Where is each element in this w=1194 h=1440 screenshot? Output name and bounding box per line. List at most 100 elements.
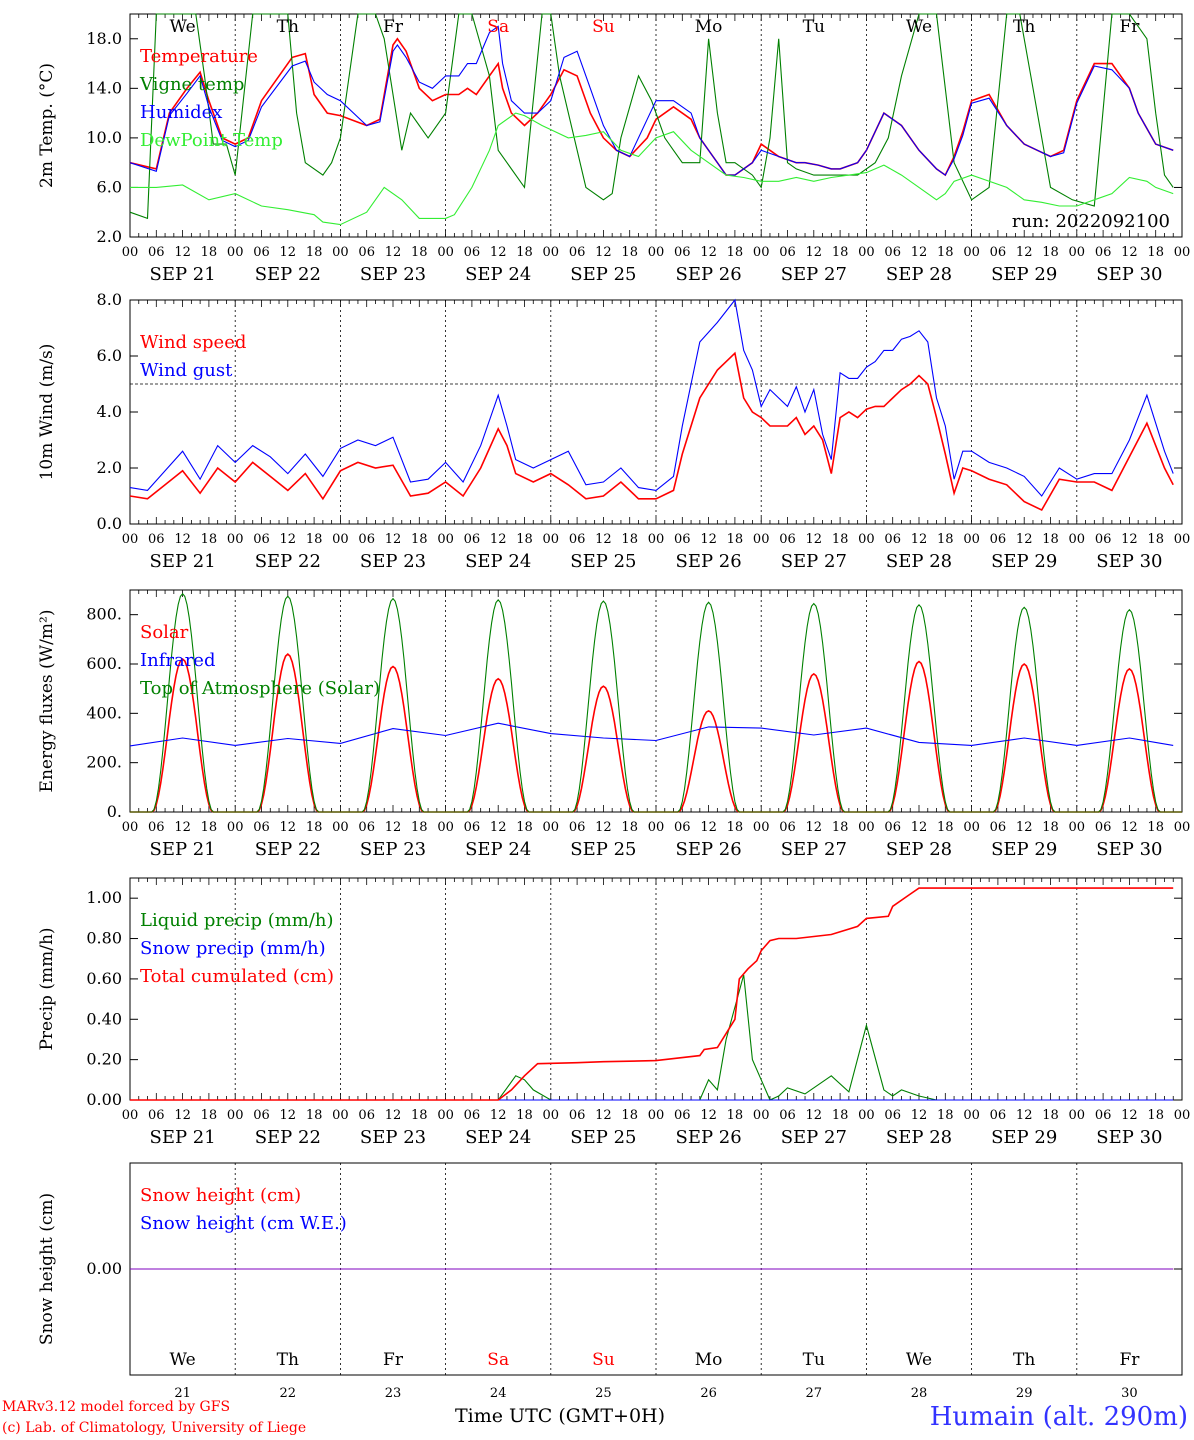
hour-tick-label: 00 (437, 245, 454, 260)
legend-entry: Snow height (cm W.E.) (140, 1213, 347, 1234)
y-axis-label: Snow height (cm) (37, 1193, 57, 1345)
hour-tick-label: 00 (753, 245, 770, 260)
series-line (129, 25, 1174, 176)
weekday-label: Th (277, 17, 299, 37)
hour-tick-label: 12 (1016, 820, 1033, 835)
hour-tick-label: 12 (490, 245, 507, 260)
hour-tick-label: 12 (911, 532, 928, 547)
weekday-label: Fr (383, 17, 404, 37)
date-label: SEP 21 (149, 264, 215, 285)
date-label: SEP 21 (149, 839, 215, 860)
x-axis-label: Time UTC (GMT+0H) (455, 1405, 666, 1427)
series-line (129, 298, 1174, 497)
date-label: SEP 27 (781, 551, 847, 572)
weekday-label: Sa (487, 17, 509, 37)
y-tick-label: 0.60 (86, 969, 122, 988)
hour-tick-label: 06 (884, 1108, 901, 1123)
hour-tick-label: 12 (385, 245, 402, 260)
y-tick-label: 8.0 (97, 290, 122, 309)
hour-tick-label: 06 (148, 820, 165, 835)
hour-tick-label: 18 (937, 1108, 954, 1123)
hour-tick-label: 12 (700, 820, 717, 835)
y-tick-label: 600. (86, 654, 122, 673)
hour-tick-label: 18 (621, 820, 638, 835)
y-tick-label: 18.0 (86, 29, 122, 48)
panel-3: 0. 200. 400. 600. 800. Energy fluxes (W/m²) So… (37, 589, 1190, 860)
date-label: SEP 21 (149, 1127, 215, 1148)
weekday-label: Mo (695, 1350, 723, 1370)
day-number-label: 22 (280, 1386, 297, 1401)
hour-tick-label: 00 (1069, 820, 1086, 835)
weekday-label: Tu (803, 1350, 825, 1370)
hour-tick-label: 18 (516, 1108, 533, 1123)
hour-tick-label: 00 (543, 532, 560, 547)
hour-tick-label: 06 (674, 820, 691, 835)
hour-tick-label: 06 (779, 1108, 796, 1123)
hour-tick-label: 18 (411, 820, 428, 835)
date-label: SEP 30 (1096, 551, 1162, 572)
hour-tick-label: 12 (280, 820, 297, 835)
y-tick-label: 0.40 (86, 1009, 122, 1028)
date-label: SEP 29 (991, 551, 1057, 572)
date-label: SEP 22 (255, 551, 321, 572)
legend-entry: Snow precip (mm/h) (140, 938, 326, 959)
date-label: SEP 27 (781, 839, 847, 860)
legend-entry: Humidex (140, 102, 222, 123)
hour-tick-label: 12 (806, 245, 823, 260)
date-label: SEP 22 (255, 1127, 321, 1148)
hour-tick-label: 12 (490, 532, 507, 547)
hour-tick-label: 18 (1042, 820, 1059, 835)
hour-tick-label: 00 (1069, 245, 1086, 260)
hour-tick-label: 12 (1016, 532, 1033, 547)
y-tick-label: 0. (107, 802, 122, 821)
date-label: SEP 27 (781, 1127, 847, 1148)
y-tick-label: 0.0 (97, 514, 122, 533)
hour-tick-label: 06 (1095, 532, 1112, 547)
run-label: run: 2022092100 (1012, 211, 1170, 232)
y-axis-label: Energy fluxes (W/m²) (37, 610, 57, 793)
hour-tick-label: 06 (674, 1108, 691, 1123)
hour-tick-label: 00 (122, 245, 139, 260)
hour-tick-label: 12 (385, 532, 402, 547)
hour-tick-label: 00 (332, 820, 349, 835)
hour-tick-label: 00 (543, 245, 560, 260)
hour-tick-label: 18 (1147, 1108, 1164, 1123)
hour-tick-label: 18 (621, 245, 638, 260)
hour-tick-label: 18 (937, 245, 954, 260)
weekday-label: We (906, 1350, 932, 1370)
y-tick-label: 0.80 (86, 929, 122, 948)
date-label: SEP 26 (675, 839, 741, 860)
hour-tick-label: 12 (595, 532, 612, 547)
hour-tick-label: 18 (727, 532, 744, 547)
weekday-label: We (170, 17, 196, 37)
y-tick-label: 14.0 (86, 78, 122, 97)
hour-tick-label: 12 (174, 532, 191, 547)
hour-tick-label: 12 (490, 1108, 507, 1123)
hour-tick-label: 06 (1095, 245, 1112, 260)
hour-tick-label: 12 (595, 245, 612, 260)
hour-tick-label: 00 (543, 1108, 560, 1123)
y-tick-label: 200. (86, 753, 122, 772)
day-number-label: 29 (1016, 1386, 1033, 1401)
hour-tick-label: 00 (227, 1108, 244, 1123)
day-number-label: 24 (490, 1386, 507, 1401)
hour-tick-label: 18 (516, 532, 533, 547)
hour-tick-label: 12 (806, 1108, 823, 1123)
day-number-label: 26 (700, 1386, 717, 1401)
hour-tick-label: 12 (911, 1108, 928, 1123)
hour-tick-label: 00 (963, 245, 980, 260)
hour-tick-label: 18 (1147, 245, 1164, 260)
hour-tick-label: 00 (227, 245, 244, 260)
weekday-label: Su (592, 17, 615, 37)
date-label: SEP 27 (781, 264, 847, 285)
hour-tick-label: 06 (569, 1108, 586, 1123)
model-credit: MARv3.12 model forced by GFS (2, 1399, 231, 1415)
date-label: SEP 26 (675, 264, 741, 285)
weekday-label: Fr (383, 1350, 404, 1370)
hour-tick-label: 12 (280, 1108, 297, 1123)
hour-tick-label: 00 (963, 532, 980, 547)
series-line (130, 974, 1174, 1101)
weekday-label: Th (277, 1350, 299, 1370)
hour-tick-label: 00 (648, 820, 665, 835)
